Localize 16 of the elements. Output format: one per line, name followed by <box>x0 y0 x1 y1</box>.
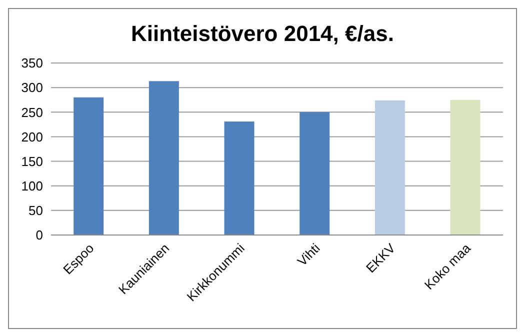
bar <box>74 97 104 235</box>
bar <box>148 81 179 235</box>
y-tick-label: 200 <box>21 129 43 144</box>
bar <box>300 112 330 235</box>
y-tick-label: 150 <box>21 154 43 169</box>
bar <box>224 121 254 235</box>
y-tick-label: 300 <box>21 80 43 96</box>
y-tick-label: 350 <box>21 56 43 71</box>
y-tick-label: 100 <box>21 178 43 194</box>
y-tick-label: 0 <box>36 228 43 243</box>
bar <box>374 100 405 235</box>
x-tick-label: Vihti <box>294 240 323 269</box>
bar <box>450 100 480 235</box>
y-tick-label: 50 <box>28 203 43 218</box>
chart-title: Kiinteistövero 2014, €/as. <box>130 21 395 48</box>
y-tick-label: 250 <box>21 104 43 120</box>
